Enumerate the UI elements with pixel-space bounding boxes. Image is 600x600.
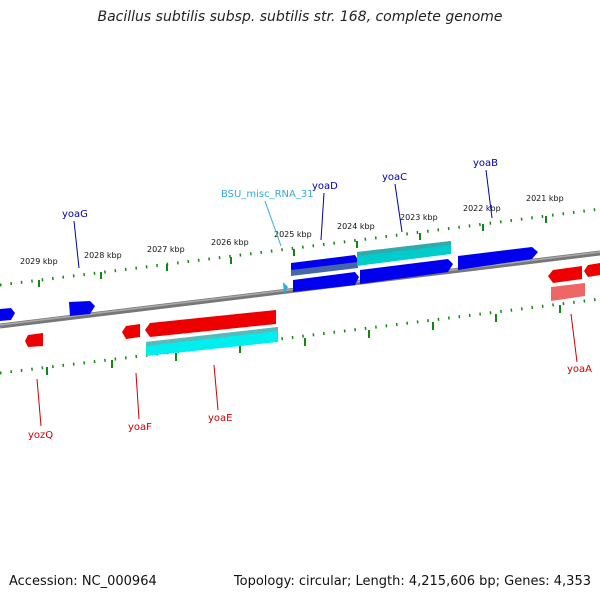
scale-label: 2022 kbp [463,204,501,213]
gene-arrow-yoaE[interactable] [145,310,276,337]
gene-arrow-yozQ[interactable] [25,333,43,347]
inner-major-ticks [46,305,561,375]
gene-arrow-right-edge[interactable] [584,263,600,277]
gene-arrow-yoaA[interactable] [548,266,582,283]
label-leaders [36,169,578,427]
genome-title: Bacillus subtilis subsp. subtilis str. 1… [97,9,503,25]
gene-arrow-yoaA-pale[interactable] [551,283,585,301]
gene-label-yoaE[interactable]: yoaE [208,413,232,424]
outer-scale-ring [0,207,600,287]
outer-major-ticks [38,216,547,287]
scale-label: 2026 kbp [211,238,249,247]
forward-genes [0,241,538,321]
gene-arrow-yoaC-mid[interactable] [360,259,453,284]
scale-label: 2028 kbp [84,251,122,260]
scale-label: 2027 kbp [147,245,185,254]
gene-label-misc-rna[interactable]: BSU_misc_RNA_31 [221,189,314,200]
inner-scale-ring [0,297,600,375]
gene-arrow-yoaC-cyan-shade [357,241,451,256]
gene-label-yoaF[interactable]: yoaF [128,422,152,433]
reverse-genes [25,263,600,356]
gene-label-yoaC[interactable]: yoaC [382,172,407,183]
gene-arrow-yoaF[interactable] [122,324,140,339]
gene-arrow-yoaD-shadow [291,262,358,276]
gene-label-yoaB[interactable]: yoaB [473,158,498,169]
accession-text: Accession: NC_000964 [9,574,157,589]
gene-arrow-left-edge[interactable] [0,308,15,321]
gene-arrow-yoaC-lower[interactable] [293,272,359,292]
gene-arrow-yoaE-cyan-shade [146,327,278,346]
gene-label-yoaD[interactable]: yoaD [312,181,338,192]
scale-label: 2023 kbp [400,213,438,222]
gene-arrow-yoaG[interactable] [69,301,95,316]
scale-labels: 2029 kbp 2028 kbp 2027 kbp 2026 kbp 2025… [20,194,564,266]
gene-label-yozQ[interactable]: yozQ [28,430,53,441]
gene-label-yoaG[interactable]: yoaG [62,209,88,220]
gene-labels: yoaG yoaD yoaC yoaB BSU_misc_RNA_31 yozQ… [28,158,592,441]
gene-label-yoaA[interactable]: yoaA [567,364,592,375]
scale-label: 2024 kbp [337,222,375,231]
misc-rna-marker[interactable] [283,282,288,294]
scale-label: 2029 kbp [20,257,58,266]
genome-summary-text: Topology: circular; Length: 4,215,606 bp… [233,574,591,589]
scale-label: 2025 kbp [274,230,312,239]
gene-arrow-yoaB[interactable] [458,247,538,270]
scale-label: 2021 kbp [526,194,564,203]
